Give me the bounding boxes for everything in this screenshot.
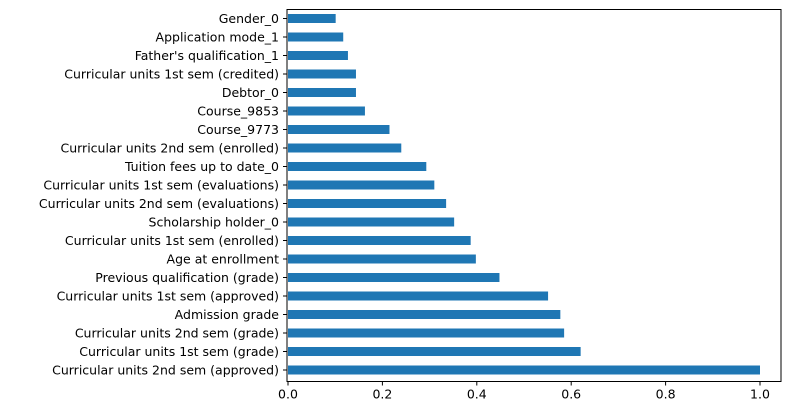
x-axis: 0.0 0.2 0.4 0.6 0.8 1.0 (278, 381, 770, 402)
y-tick-label: Application mode_1 (156, 30, 279, 45)
plot-frame (286, 9, 782, 382)
y-tick-label: Course_9853 (197, 104, 279, 119)
bar (288, 143, 402, 153)
y-tick-label: Curricular units 1st sem (evaluations) (43, 178, 279, 193)
bar (288, 328, 565, 338)
x-tick-label: 0.8 (656, 387, 676, 402)
bar (288, 217, 455, 227)
y-tick-label: Curricular units 1st sem (credited) (64, 67, 279, 82)
y-tick-label: Course_9773 (197, 122, 279, 137)
bar (288, 254, 476, 264)
y-tick-label: Debtor_0 (222, 85, 279, 100)
y-tick-label: Curricular units 2nd sem (approved) (52, 363, 279, 378)
bar (288, 310, 561, 319)
bar (288, 291, 549, 301)
y-tick-label: Tuition fees up to date_0 (124, 159, 279, 174)
y-tick-label: Father's qualification_1 (135, 48, 279, 63)
y-tick-label: Curricular units 2nd sem (grade) (75, 326, 279, 341)
y-tick-label: Scholarship holder_0 (149, 215, 280, 230)
bar (288, 51, 348, 60)
y-tick-label: Curricular units 1st sem (approved) (57, 289, 279, 304)
y-tick-label: Previous qualification (grade) (95, 270, 279, 285)
x-tick-label: 1.0 (750, 387, 770, 402)
bar (288, 180, 435, 190)
bar (288, 273, 500, 282)
bar (288, 236, 471, 245)
y-tick-label: Curricular units 2nd sem (evaluations) (39, 196, 279, 211)
bar (288, 125, 390, 134)
bars-layer (288, 14, 760, 375)
bar (288, 365, 760, 375)
bar (288, 14, 336, 23)
y-tick-label: Curricular units 1st sem (grade) (79, 344, 279, 359)
bar (288, 32, 344, 42)
y-tick-label: Gender_0 (219, 11, 279, 26)
y-tick-label: Curricular units 1st sem (enrolled) (65, 233, 279, 248)
bar (288, 162, 427, 171)
y-tick-label: Age at enrollment (167, 252, 280, 267)
bar (288, 106, 365, 116)
x-tick-label: 0.2 (372, 387, 392, 402)
bar (288, 88, 356, 97)
y-tick-label: Curricular units 2nd sem (enrolled) (60, 141, 279, 156)
bar (288, 347, 581, 356)
x-tick-label: 0.0 (278, 387, 298, 402)
y-tick-label: Admission grade (175, 307, 280, 322)
x-tick-label: 0.4 (467, 387, 487, 402)
bar (288, 69, 356, 79)
bar (288, 199, 447, 208)
y-tick-labels: Curricular units 2nd sem (approved) Curri… (39, 11, 287, 378)
x-tick-label: 0.6 (561, 387, 581, 402)
